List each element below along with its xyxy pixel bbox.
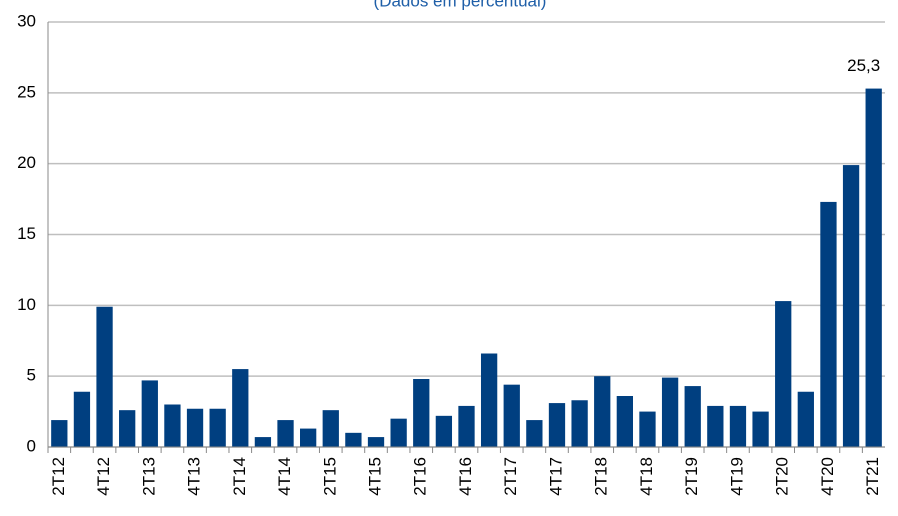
bar [865,88,882,447]
chart-subtitle: (Dados em percentual) [374,0,547,10]
bar [300,428,317,447]
bar [526,420,543,447]
x-tick-label: 2T15 [320,457,339,496]
bar [797,391,814,447]
x-tick-label: 2T16 [411,457,430,496]
x-tick-label: 2T13 [139,457,158,496]
bar [639,411,656,447]
x-tick-label: 4T12 [94,457,113,496]
y-tick-label: 0 [27,436,36,455]
y-tick-label: 10 [17,295,36,314]
y-tick-label: 30 [17,11,36,30]
bar [413,379,430,447]
bar [51,420,68,447]
bar [277,420,294,447]
bar [186,408,204,447]
y-tick-label: 15 [17,224,36,243]
x-tick-label: 2T17 [501,457,520,496]
x-tick-label: 4T16 [456,457,475,496]
bar [119,410,136,447]
bar [842,165,860,448]
bar [209,408,226,447]
bar [164,404,181,447]
bar [775,301,792,447]
bar [390,418,407,447]
x-tick-label: 4T14 [275,457,294,496]
bar [752,411,769,447]
bar [571,400,588,447]
bar [594,376,611,447]
y-tick-label: 25 [17,82,36,101]
bar [480,353,498,447]
bar [820,201,837,447]
x-tick-label: 4T19 [727,457,746,496]
x-tick-label: 2T18 [592,457,611,496]
bar [96,306,113,447]
x-tick-label: 2T12 [49,457,68,496]
bar [548,403,566,447]
bar [232,369,249,447]
x-tick-label: 4T15 [365,457,384,496]
x-tick-label: 2T19 [682,457,701,496]
bar [73,391,91,447]
bar [141,380,158,447]
y-tick-label: 20 [17,153,36,172]
bar [503,384,520,447]
bar [729,405,747,447]
x-tick-label: 2T14 [230,457,249,496]
data-label: 25,3 [847,56,880,75]
x-tick-label: 4T13 [185,457,204,496]
bar [707,405,724,447]
bar [435,415,453,447]
bar [684,386,701,447]
bar [616,396,633,447]
x-tick-label: 2T20 [773,457,792,496]
bar [661,377,679,447]
x-tick-label: 2T21 [863,457,882,496]
bar [367,437,385,447]
x-tick-label: 4T18 [637,457,656,496]
bar [345,432,362,447]
x-tick-label: 4T20 [818,457,837,496]
y-tick-label: 5 [27,366,36,385]
bar [322,410,339,447]
bar [458,405,475,447]
bar [254,437,272,447]
x-tick-label: 4T17 [546,457,565,496]
